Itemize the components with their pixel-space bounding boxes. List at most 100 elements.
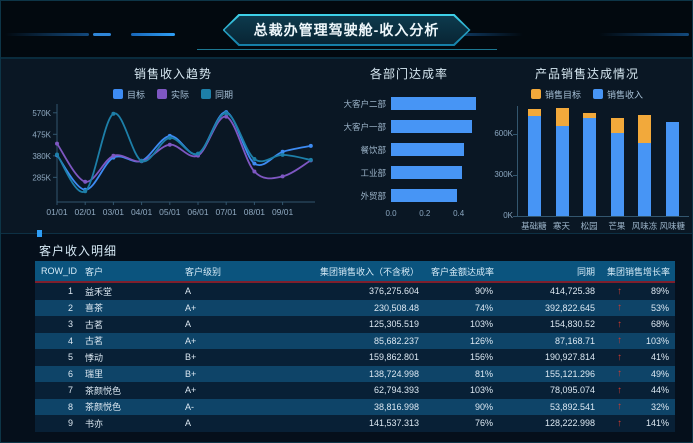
cell-revenue: 125,305.519 <box>368 319 419 330</box>
legend-swatch-icon <box>112 89 123 99</box>
legend-item-2[interactable]: 同期 <box>201 88 233 101</box>
cell-growth: ↑ 141% <box>601 415 675 432</box>
up-arrow-icon: ↑ <box>617 368 622 380</box>
line-series-1[interactable] <box>56 115 312 183</box>
vbar-chart-legend: 销售目标 销售收入 <box>485 88 689 100</box>
svg-text:285K: 285K <box>32 173 51 182</box>
cell-revenue: 138,724.998 <box>368 368 419 379</box>
panel-revenue-trend: 销售收入趋势 目标 实际 同期 570K 475K 380K 285K 01/01 02/01… <box>17 65 329 233</box>
cell-customer: 瑞里 <box>85 369 104 380</box>
up-arrow-icon: ↑ <box>617 384 622 396</box>
up-arrow-icon: ↑ <box>617 302 622 314</box>
hbar-category-label: 外贸部 <box>360 190 386 201</box>
section-accent-tick <box>37 230 42 237</box>
column-header-growth[interactable]: 集团销售增长率 <box>601 261 675 283</box>
up-arrow-icon: ↑ <box>617 285 622 297</box>
growth-value: 103% <box>645 335 669 346</box>
table-row[interactable]: 3 古茗 A 125,305.519 103% 154,830.52 ↑ 68% <box>35 316 675 333</box>
cell-growth: ↑ 68% <box>601 316 675 333</box>
cell-customer: 古茗 <box>85 336 104 347</box>
table-row[interactable]: 5 悸动 B+ 159,862.801 156% 190,927.814 ↑ 41% <box>35 349 675 366</box>
cell-period: 78,095.074 <box>549 385 595 396</box>
svg-text:05/01: 05/01 <box>159 207 181 217</box>
hbar-bar-1[interactable] <box>391 120 473 133</box>
svg-text:01/01: 01/01 <box>46 207 68 217</box>
cell-revenue: 38,816.998 <box>373 401 419 412</box>
table-row[interactable]: 6 瑞里 B+ 138,724.998 81% 155,121.296 ↑ 49% <box>35 365 675 382</box>
table-row[interactable]: 9 书亦 A 141,537.313 76% 128,222.998 ↑ 141% <box>35 415 675 432</box>
column-header-revenue[interactable]: 集团销售收入（不含税） <box>275 261 425 283</box>
customer-detail-section: 客户收入明细 ROW_ID 客户 客户级别 集团销售收入（不含税） 客户金额达成率 同期集… <box>1 230 692 442</box>
cell-level: A <box>185 319 192 330</box>
legend-swatch-icon <box>201 89 211 99</box>
cell-revenue: 159,862.801 <box>368 352 419 363</box>
growth-value: 44% <box>650 385 669 396</box>
legend-item-0[interactable]: 销售目标 <box>530 88 581 101</box>
cell-rate: 81% <box>474 368 493 379</box>
stacked-bar-1[interactable] <box>555 108 569 216</box>
column-header-row_id[interactable]: ROW_ID <box>35 261 79 283</box>
hbar-bar-0[interactable] <box>391 97 476 110</box>
svg-text:380K: 380K <box>32 152 51 161</box>
stacked-bar-0[interactable] <box>528 109 542 216</box>
bar-segment-target <box>610 118 624 133</box>
dept-rate-bar-chart[interactable]: 大客户二部 大客户一部 餐饮部 工业部 外贸部 <box>334 92 484 207</box>
table-row[interactable]: 7 茶颜悦色 A+ 62,794.393 103% 78,095.074 ↑ 44% <box>35 382 675 399</box>
table-row[interactable]: 1 益禾堂 A 376,275.604 90% 414,725.38 ↑ 89% <box>35 282 675 300</box>
legend-label: 实际 <box>170 89 189 100</box>
table-row[interactable]: 2 喜茶 A+ 230,508.48 74% 392,822.645 ↑ 53% <box>35 299 675 316</box>
hbar-track <box>391 189 484 202</box>
bar-segment-revenue <box>583 117 597 216</box>
cell-level: A <box>185 418 192 429</box>
hbar-track <box>391 97 484 110</box>
cell-customer: 书亦 <box>85 418 104 429</box>
vbar-slot-4 <box>631 114 659 216</box>
hbar-bar-3[interactable] <box>391 166 463 179</box>
customer-revenue-table: ROW_ID 客户 客户级别 集团销售收入（不含税） 客户金额达成率 同期 集团销售增长率 … <box>35 261 675 432</box>
cell-period: 87,168.71 <box>554 335 595 346</box>
legend-item-1[interactable]: 实际 <box>156 88 189 101</box>
up-arrow-icon: ↑ <box>617 417 622 429</box>
line-series-2[interactable] <box>56 112 311 193</box>
header-divider <box>1 57 692 59</box>
stacked-bar-5[interactable] <box>665 121 679 216</box>
legend-label: 销售目标 <box>544 89 581 100</box>
stacked-bar-4[interactable] <box>638 114 652 216</box>
hbar-bar-4[interactable] <box>391 189 457 202</box>
svg-text:04/01: 04/01 <box>131 207 153 217</box>
svg-text:02/01: 02/01 <box>75 207 97 217</box>
cell-period: 128,222.998 <box>544 418 595 429</box>
legend-label: 同期 <box>215 89 234 100</box>
vbar-category-label: 基础糖 <box>521 221 547 231</box>
hbar-bar-2[interactable] <box>391 143 464 156</box>
table-row[interactable]: 8 茶颜悦色 A- 38,816.998 90% 53,892.541 ↑ 32% <box>35 398 675 415</box>
vbar-slot-5 <box>659 121 687 216</box>
cell-rate: 103% <box>469 319 493 330</box>
hbar-x-tick: 0.0 <box>385 209 397 218</box>
vbar-y-tickline <box>513 216 517 217</box>
column-header-rate[interactable]: 客户金额达成率 <box>425 261 499 283</box>
legend-swatch-icon <box>156 89 167 99</box>
legend-item-0[interactable]: 目标 <box>112 88 145 101</box>
column-header-customer[interactable]: 客户 <box>79 261 179 283</box>
cell-level: B+ <box>185 368 197 379</box>
cell-rate: 126% <box>469 335 493 346</box>
section-title: 客户收入明细 <box>39 244 118 258</box>
bar-segment-target <box>528 109 542 116</box>
legend-label: 销售收入 <box>607 89 644 100</box>
legend-item-1[interactable]: 销售收入 <box>593 88 643 101</box>
cell-level: B+ <box>185 352 197 363</box>
table-row[interactable]: 4 古茗 A+ 85,682.237 126% 87,168.71 ↑ 103% <box>35 332 675 349</box>
column-header-level[interactable]: 客户级别 <box>179 261 275 283</box>
charts-band: 销售收入趋势 目标 实际 同期 570K 475K 380K 285K 01/01 02/01… <box>1 59 692 233</box>
revenue-trend-line-chart[interactable]: 570K 475K 380K 285K 01/01 02/01 03/01 04/01 05/0… <box>17 100 323 228</box>
stacked-bar-3[interactable] <box>610 118 624 216</box>
hbar-row-0: 大客户二部 <box>334 92 484 115</box>
product-achievement-bar-chart[interactable] <box>517 106 689 217</box>
vbar-category-label: 芒果 <box>608 221 626 231</box>
cell-revenue: 85,682.237 <box>373 335 419 346</box>
stacked-bar-2[interactable] <box>583 112 597 216</box>
vbar-y-tickline <box>513 174 517 176</box>
column-header-period[interactable]: 同期 <box>499 261 601 283</box>
cell-rate: 90% <box>474 401 493 412</box>
